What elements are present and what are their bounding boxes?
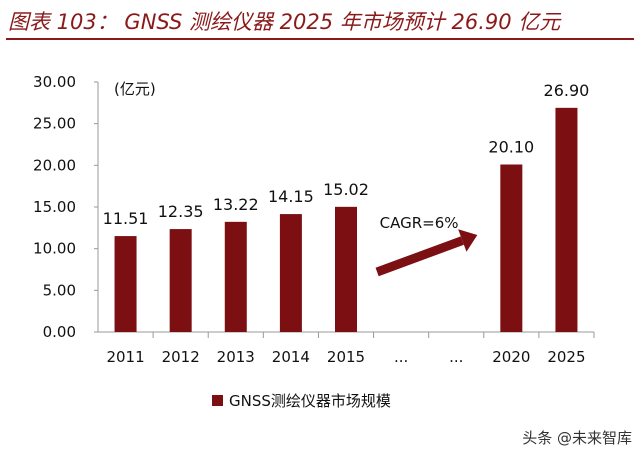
y-tick-label: 25.00	[33, 115, 76, 133]
x-tick-label: 2012	[162, 348, 200, 366]
data-label: 26.90	[544, 81, 590, 100]
bar	[224, 221, 247, 332]
x-tick-label: 2025	[547, 348, 585, 366]
data-label: 13.22	[213, 195, 259, 214]
data-label: 15.02	[323, 180, 369, 199]
x-tick-label: 2011	[106, 348, 144, 366]
annotation-arrow-shaft	[375, 236, 464, 277]
bar	[279, 214, 302, 332]
y-tick-label: 30.00	[33, 73, 76, 91]
annotation-arrow-head	[458, 229, 478, 252]
x-tick-label: 2020	[492, 348, 530, 366]
y-tick-label: 0.00	[43, 323, 76, 341]
bar	[335, 206, 357, 332]
bar	[169, 229, 192, 332]
data-label: 12.35	[158, 202, 204, 221]
bar	[114, 236, 137, 332]
data-label: 14.15	[268, 187, 314, 206]
y-tick-label: 20.00	[33, 156, 76, 174]
x-tick-label: 2015	[327, 348, 365, 366]
title-rule	[6, 38, 634, 40]
watermark: 头条 @未来智库	[522, 429, 632, 447]
x-tick-label: ...	[449, 348, 463, 366]
bar	[555, 107, 578, 332]
x-tick-label: 2013	[217, 348, 255, 366]
legend-swatch	[212, 395, 223, 406]
data-label: 11.51	[103, 209, 149, 228]
figure-title: 图表 103： GNSS 测绘仪器 2025 年市场预计 26.90 亿元	[8, 10, 561, 34]
x-tick-label: ...	[394, 348, 408, 366]
data-label: 20.10	[488, 138, 534, 157]
unit-label: (亿元)	[114, 80, 156, 98]
y-tick-label: 15.00	[33, 198, 76, 216]
y-tick-label: 10.00	[33, 240, 76, 258]
bar	[500, 164, 523, 332]
legend-label: GNSS测绘仪器市场规模	[229, 392, 391, 410]
x-tick-label: 2014	[272, 348, 310, 366]
annotation-label: CAGR=6%	[380, 214, 459, 232]
y-tick-label: 5.00	[43, 281, 76, 299]
